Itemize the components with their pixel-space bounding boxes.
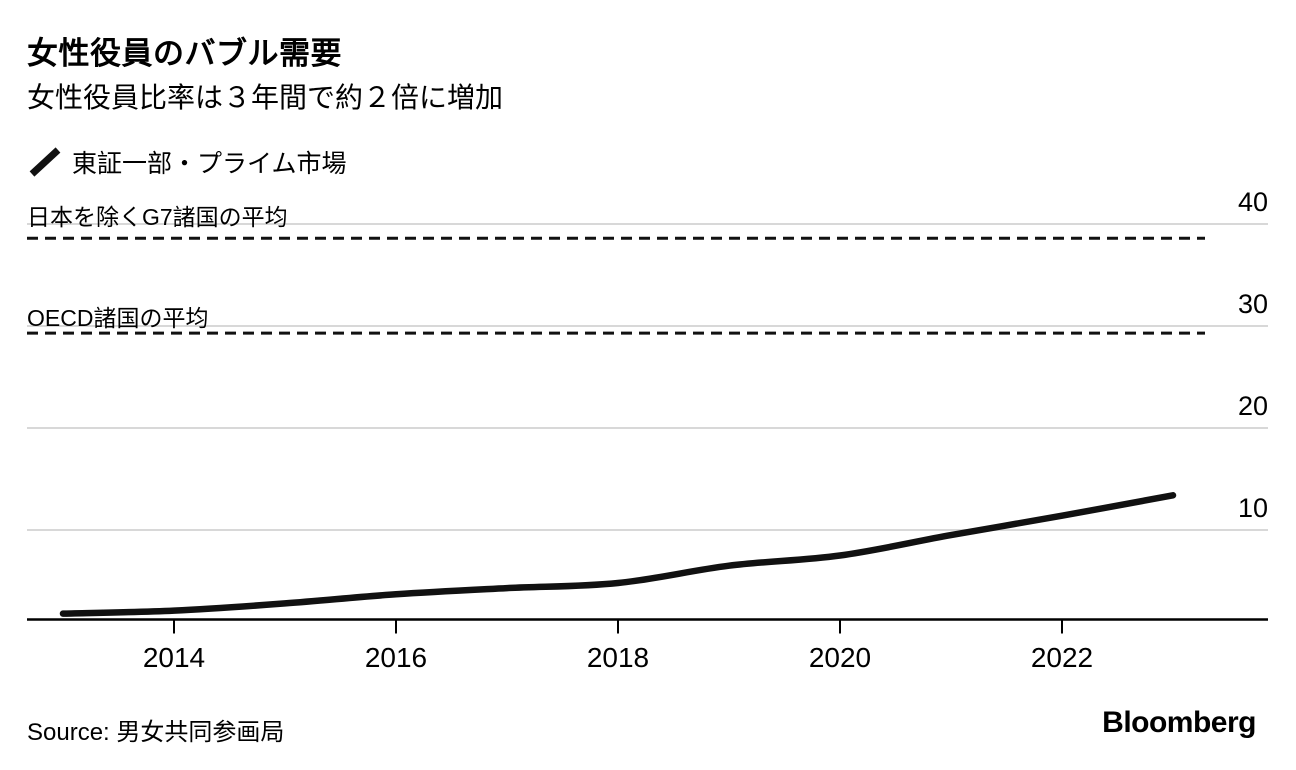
- chart-subtitle: 女性役員比率は３年間で約２倍に増加: [27, 82, 504, 113]
- legend-series-label: 東証一部・プライム市場: [72, 150, 347, 178]
- y-axis-label-20: 20: [1237, 391, 1268, 421]
- chart-title: 女性役員のバブル需要: [27, 36, 342, 71]
- legend: 東証一部・プライム市場: [28, 144, 347, 180]
- series-line-icon: [28, 146, 62, 178]
- y-axis-label-10: 10: [1237, 493, 1268, 523]
- series-line-tse-prime: [59, 492, 1177, 617]
- x-axis-label-2018: 2018: [586, 642, 650, 673]
- reference-label-g7: 日本を除くG7諸国の平均: [27, 204, 288, 230]
- source-credit: Source: 男女共同参画局: [27, 719, 285, 746]
- reference-label-oecd: OECD諸国の平均: [27, 305, 209, 331]
- x-axis-label-2022: 2022: [1030, 642, 1094, 673]
- y-axis-label-40: 40: [1237, 187, 1268, 217]
- x-axis-label-2020: 2020: [808, 642, 872, 673]
- x-axis-label-2016: 2016: [364, 642, 428, 673]
- y-axis-label-30: 30: [1237, 289, 1268, 319]
- x-axis-label-2014: 2014: [142, 642, 206, 673]
- bloomberg-logo: Bloomberg: [1102, 706, 1256, 739]
